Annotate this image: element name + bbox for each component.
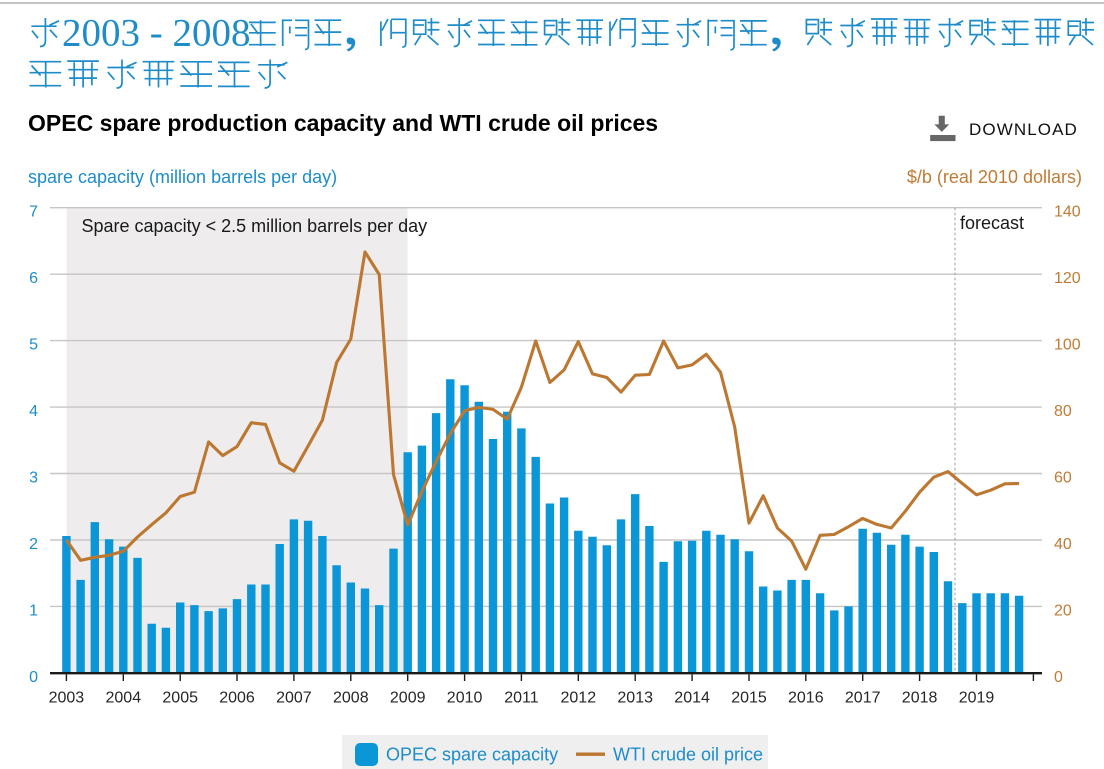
svg-text:OPEC spare capacity: OPEC spare capacity xyxy=(386,745,558,765)
svg-text:2013: 2013 xyxy=(617,690,653,707)
svg-text:2018: 2018 xyxy=(902,690,938,707)
svg-text:1: 1 xyxy=(29,602,38,619)
svg-text:0: 0 xyxy=(29,669,38,686)
svg-text:2006: 2006 xyxy=(219,690,255,707)
svg-text:4: 4 xyxy=(29,403,38,420)
svg-text:6: 6 xyxy=(29,270,38,287)
svg-text:2014: 2014 xyxy=(674,690,710,707)
svg-text:120: 120 xyxy=(1054,270,1081,287)
svg-text:2008: 2008 xyxy=(333,690,369,707)
svg-text:2010: 2010 xyxy=(447,690,483,707)
svg-text:2007: 2007 xyxy=(276,690,312,707)
svg-text:2003 - 2008: 2003 - 2008 xyxy=(62,12,251,55)
svg-text:20: 20 xyxy=(1054,602,1072,619)
svg-text:3: 3 xyxy=(29,470,38,487)
svg-text:2011: 2011 xyxy=(504,690,539,707)
svg-text:2016: 2016 xyxy=(788,690,824,707)
svg-text:2: 2 xyxy=(29,536,38,553)
svg-text:2009: 2009 xyxy=(390,690,426,707)
svg-text:80: 80 xyxy=(1054,403,1072,420)
svg-text:7: 7 xyxy=(29,204,38,221)
svg-text:2012: 2012 xyxy=(561,690,597,707)
svg-text:2019: 2019 xyxy=(959,690,995,707)
svg-text:140: 140 xyxy=(1054,204,1081,221)
svg-text:2015: 2015 xyxy=(731,690,767,707)
svg-text:40: 40 xyxy=(1054,536,1072,553)
svg-text:0: 0 xyxy=(1054,669,1063,686)
svg-text:2005: 2005 xyxy=(162,690,198,707)
svg-text:2004: 2004 xyxy=(106,690,142,707)
svg-text:2003: 2003 xyxy=(49,690,85,707)
svg-text:5: 5 xyxy=(29,337,38,354)
svg-text:2017: 2017 xyxy=(845,690,881,707)
svg-text:100: 100 xyxy=(1054,337,1081,354)
svg-text:WTI crude oil price: WTI crude oil price xyxy=(613,745,763,765)
svg-text:forecast: forecast xyxy=(960,213,1024,233)
svg-text:Spare capacity < 2.5 million b: Spare capacity < 2.5 million barrels per… xyxy=(82,216,428,236)
svg-text:60: 60 xyxy=(1054,470,1072,487)
